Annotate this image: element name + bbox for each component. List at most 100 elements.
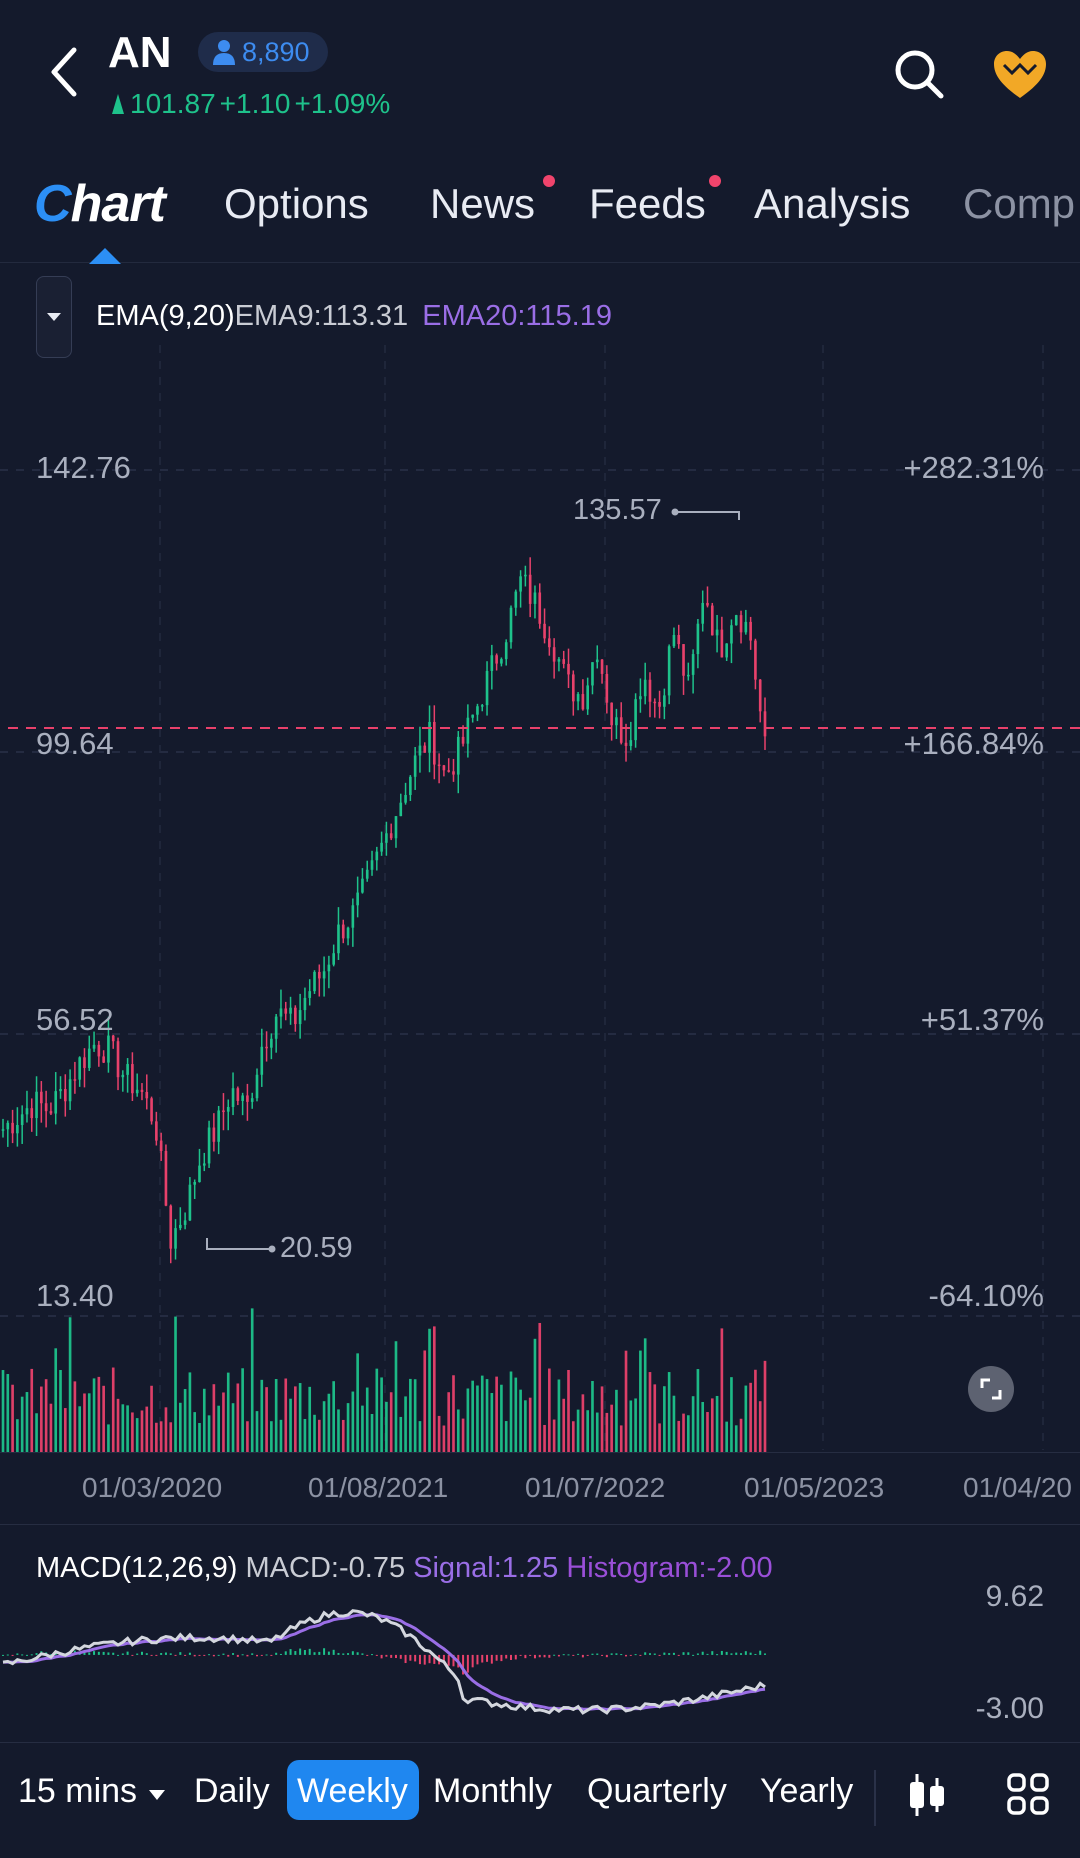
- candle-body: [495, 655, 498, 664]
- candlestick-icon[interactable]: [906, 1772, 948, 1823]
- macd-histogram: Histogram:-2.00: [566, 1552, 773, 1584]
- volume-bar: [11, 1384, 14, 1452]
- followers-badge[interactable]: 8,890: [198, 32, 328, 72]
- period-yearly[interactable]: Yearly: [760, 1772, 854, 1810]
- macd-histogram-bar: [112, 1652, 115, 1655]
- volume-bar: [672, 1395, 676, 1452]
- candle-body: [591, 662, 594, 686]
- candle-body: [500, 659, 503, 664]
- candle-body: [159, 1140, 163, 1151]
- high-marker: [671, 508, 740, 520]
- tab-options[interactable]: Options: [224, 180, 369, 227]
- period-weekly[interactable]: Weekly: [297, 1772, 408, 1810]
- low-price-label: 20.59: [280, 1232, 353, 1264]
- candle: [663, 688, 666, 720]
- expand-icon[interactable]: [968, 1366, 1014, 1412]
- volume-bar: [102, 1385, 105, 1452]
- macd-histogram-bar: [481, 1654, 484, 1663]
- macd-histogram-bar: [251, 1653, 254, 1655]
- volume-bar: [107, 1424, 110, 1452]
- candle: [404, 782, 407, 805]
- candle-body: [193, 1182, 197, 1185]
- candle: [150, 1096, 153, 1125]
- search-icon[interactable]: [893, 48, 945, 100]
- candle: [562, 650, 566, 669]
- period-monthly[interactable]: Monthly: [433, 1772, 553, 1810]
- candle-body: [351, 905, 355, 928]
- high-price-label: 135.57: [573, 494, 662, 526]
- volume-bar: [433, 1326, 436, 1452]
- indicator-dropdown[interactable]: [36, 276, 72, 358]
- chevron-left-icon: [51, 47, 77, 97]
- volume-bar: [437, 1415, 441, 1452]
- candle-body: [250, 1098, 254, 1102]
- volume-bar: [514, 1377, 518, 1452]
- volume-bar: [720, 1328, 724, 1452]
- volume-bar: [241, 1368, 244, 1452]
- volume-bar: [639, 1350, 642, 1452]
- heart-icon[interactable]: [992, 50, 1048, 100]
- volume-bar: [217, 1405, 220, 1452]
- date-tick-3: 01/07/2022: [525, 1472, 666, 1503]
- candle: [212, 1113, 216, 1152]
- volume-bar: [284, 1378, 288, 1452]
- candle: [274, 1013, 278, 1053]
- macd-chart[interactable]: [0, 1570, 1080, 1730]
- period-quarterly[interactable]: Quarterly: [587, 1772, 727, 1810]
- back-button[interactable]: [44, 40, 94, 100]
- candle-body: [102, 1056, 105, 1063]
- candle: [270, 1033, 273, 1060]
- candle: [236, 1086, 240, 1106]
- candle-body: [744, 621, 748, 633]
- tab-analysis[interactable]: Analysis: [754, 180, 911, 227]
- macd-histogram-bar: [692, 1654, 695, 1656]
- tab-comp[interactable]: Comp: [963, 180, 1076, 227]
- grid-layout-icon[interactable]: [1006, 1772, 1050, 1821]
- macd-histogram-bar: [318, 1651, 321, 1655]
- candle-body: [174, 1228, 177, 1249]
- macd-histogram-bar: [390, 1654, 393, 1658]
- volume-bar: [308, 1386, 312, 1452]
- candle: [289, 996, 292, 1025]
- candle-body: [303, 997, 307, 1011]
- interval-dropdown[interactable]: 15 mins: [18, 1772, 167, 1811]
- macd-histogram-bar: [380, 1654, 383, 1659]
- macd-histogram-bar: [323, 1648, 326, 1655]
- price-chart[interactable]: [0, 340, 1080, 1455]
- candle: [629, 721, 633, 751]
- candle-body: [107, 1035, 110, 1063]
- macd-histogram-bar: [327, 1651, 330, 1655]
- volume-bar: [624, 1350, 628, 1452]
- macd-histogram-bar: [668, 1653, 671, 1655]
- candle-body: [73, 1079, 77, 1081]
- candle: [78, 1056, 81, 1087]
- candle-body: [274, 1016, 278, 1039]
- macd-histogram-bar: [260, 1654, 263, 1656]
- candle: [653, 698, 657, 718]
- macd-histogram-bar: [653, 1653, 656, 1655]
- period-daily[interactable]: Daily: [194, 1772, 270, 1810]
- candle: [538, 583, 542, 629]
- candle-body: [643, 679, 647, 697]
- tab-news[interactable]: News: [430, 180, 536, 227]
- volume-bar: [265, 1387, 268, 1452]
- candle: [495, 653, 498, 671]
- macd-histogram-bar: [188, 1652, 191, 1655]
- tab-chart[interactable]: Chart: [34, 175, 166, 233]
- candle: [605, 665, 609, 714]
- volume-bar: [710, 1398, 714, 1452]
- candle: [624, 723, 628, 762]
- volume-bar: [351, 1391, 355, 1452]
- macd-histogram-bar: [754, 1653, 757, 1655]
- volume-bar: [385, 1401, 388, 1452]
- volume-bar: [260, 1379, 264, 1452]
- volume-bar: [725, 1421, 728, 1452]
- tab-feeds[interactable]: Feeds: [589, 180, 706, 227]
- candle: [682, 644, 685, 695]
- candle-body: [332, 953, 335, 965]
- macd-histogram-bar: [150, 1654, 153, 1656]
- volume-bar: [739, 1418, 743, 1452]
- volume-bar: [682, 1413, 685, 1452]
- candle-body: [217, 1110, 220, 1142]
- macd-histogram-bar: [308, 1648, 311, 1655]
